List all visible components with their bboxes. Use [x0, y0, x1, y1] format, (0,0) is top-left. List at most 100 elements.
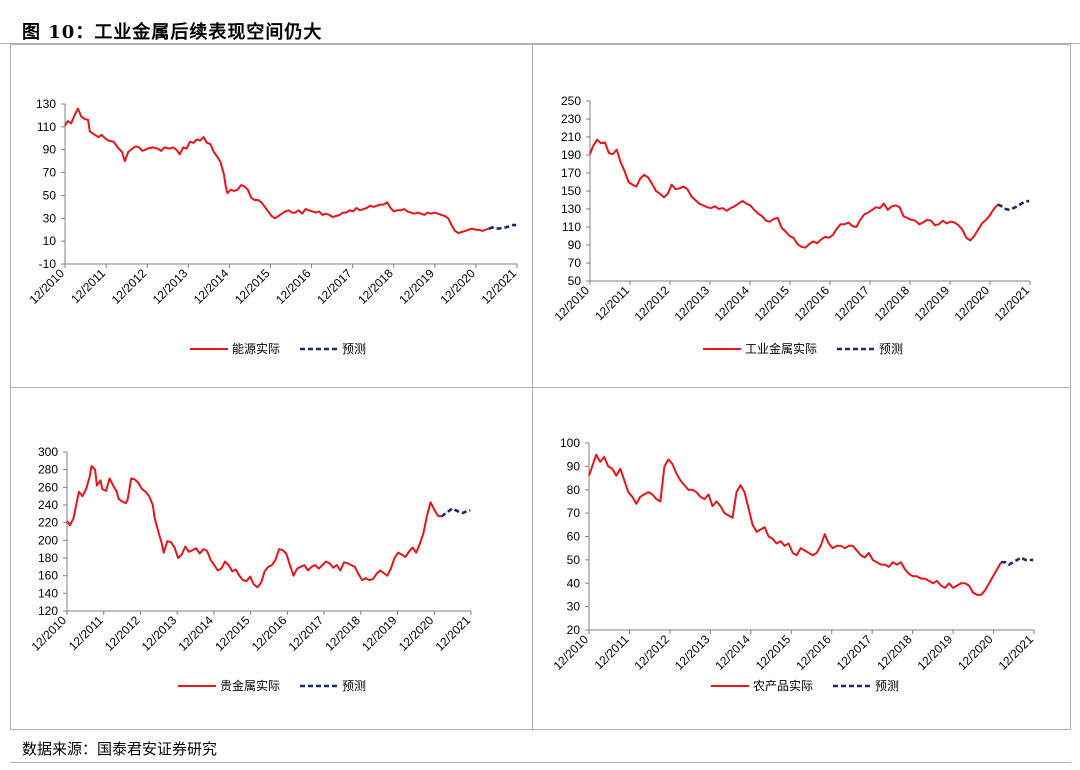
x-tick-label: 12/2017: [314, 266, 355, 307]
source-note: 数据来源：国泰君安证券研究: [22, 740, 218, 758]
forecast-series-line: [997, 199, 1030, 212]
legend-label-forecast: 预测: [342, 679, 366, 693]
y-tick-label: 250: [561, 94, 581, 108]
y-tick-label: 170: [561, 166, 581, 180]
grid-horizontal-divider: [10, 387, 1071, 388]
y-tick-label: 100: [560, 436, 580, 450]
y-tick-label: 130: [36, 97, 56, 111]
x-tick-label: 12/2012: [109, 266, 150, 307]
x-tick-label: 12/2017: [834, 632, 875, 673]
y-tick-label: 120: [38, 604, 58, 618]
y-tick-label: 160: [38, 569, 58, 583]
x-tick-label: 12/2019: [396, 266, 437, 307]
x-tick-label: 12/2014: [175, 613, 216, 654]
forecast-series-line: [488, 223, 517, 230]
x-tick-label: 12/2016: [793, 632, 834, 673]
legend-label-actual: 贵金属实际: [220, 678, 280, 693]
x-tick-label: 12/2020: [437, 266, 478, 307]
y-tick-label: 50: [568, 274, 582, 288]
x-tick-label: 12/2013: [139, 613, 180, 654]
legend-label-actual: 农产品实际: [753, 678, 813, 693]
x-tick-label: 12/2021: [992, 283, 1033, 324]
x-tick-label: 12/2013: [672, 283, 713, 324]
x-tick-label: 12/2018: [355, 266, 396, 307]
x-tick-label: 12/2014: [712, 632, 753, 673]
legend-label-actual: 工业金属实际: [745, 341, 817, 356]
x-tick-label: 12/2011: [592, 632, 632, 672]
y-tick-label: -10: [39, 257, 57, 271]
x-tick-label: 12/2017: [832, 283, 873, 324]
y-tick-label: 60: [567, 530, 581, 544]
x-tick-label: 12/2018: [872, 283, 913, 324]
precious-metals-chart: 120 140 160 180 200 220 240 260 280 300 12/2010 12/…: [10, 388, 532, 730]
y-tick-label: 220: [38, 516, 58, 530]
x-tick-label: 12/2010: [551, 632, 592, 673]
y-tick-label: 210: [561, 130, 581, 144]
y-tick-label: 50: [43, 188, 57, 202]
energy-chart: -10 10 30 50 70 90 110 130 12/2010 12/2011 12/2012…: [10, 44, 532, 387]
x-tick-label: 12/2013: [150, 266, 191, 307]
x-tick-label: 12/2012: [631, 632, 672, 673]
y-tick-label: 90: [567, 459, 581, 473]
y-tick-label: 20: [567, 623, 581, 637]
x-tick-label: 12/2019: [915, 632, 956, 673]
y-tick-label: 150: [561, 184, 581, 198]
legend-label-forecast: 预测: [342, 342, 366, 356]
y-tick-label: 70: [567, 506, 581, 520]
x-tick-label: 12/2015: [212, 613, 253, 654]
y-tick-label: 140: [38, 586, 58, 600]
x-tick-label: 12/2014: [712, 283, 753, 324]
x-tick-label: 12/2010: [29, 613, 70, 654]
x-tick-label: 12/2012: [102, 613, 143, 654]
y-tick-label: 70: [568, 256, 582, 270]
x-tick-label: 12/2019: [359, 613, 400, 654]
x-tick-label: 12/2021: [479, 266, 520, 307]
y-tick-label: 30: [43, 211, 57, 225]
y-tick-label: 90: [568, 238, 582, 252]
x-tick-label: 12/2020: [396, 613, 437, 654]
x-tick-label: 12/2016: [792, 283, 833, 324]
x-tick-label: 12/2020: [952, 283, 993, 324]
x-tick-label: 12/2015: [753, 632, 794, 673]
y-tick-label: 40: [567, 576, 581, 590]
x-tick-label: 12/2014: [191, 266, 232, 307]
y-tick-label: 130: [561, 202, 581, 216]
x-tick-label: 12/2019: [912, 283, 953, 324]
y-tick-label: 200: [38, 533, 58, 547]
y-tick-label: 240: [38, 498, 58, 512]
chart-svg: 12014016018020022024026028030012/201012/…: [29, 445, 474, 693]
x-tick-label: 12/2011: [592, 283, 632, 323]
y-tick-label: 260: [38, 480, 58, 494]
y-tick-label: 300: [38, 445, 58, 459]
y-tick-label: 280: [38, 463, 58, 477]
x-tick-label: 12/2021: [433, 613, 474, 654]
industrial-metals-chart: 50 70 90 110 130 150 170 190 210 230 250 12/2010 12/…: [533, 44, 1071, 387]
y-tick-label: 50: [567, 553, 581, 567]
y-tick-label: 230: [561, 112, 581, 126]
agriculture-chart: 20 30 40 50 60 70 80 90 100 12/2010 12/2011 12/2012…: [533, 388, 1071, 730]
x-tick-label: 12/2018: [322, 613, 363, 654]
chart-svg: 20 30 40 50 60 70 80 90 100 12/2010 12/2011 12/2012…: [551, 436, 1037, 693]
y-tick-label: 10: [43, 234, 57, 248]
forecast-series-line: [440, 507, 471, 518]
x-tick-label: 12/2017: [286, 613, 327, 654]
y-tick-label: 70: [43, 166, 57, 180]
x-tick-label: 12/2012: [632, 283, 673, 324]
x-tick-label: 12/2010: [552, 283, 593, 324]
actual-series-line: [66, 465, 442, 589]
x-tick-label: 12/2011: [68, 266, 108, 306]
actual-series-line: [588, 453, 1002, 596]
actual-series-line: [64, 107, 490, 235]
y-tick-label: 90: [43, 143, 57, 157]
x-tick-label: 12/2016: [273, 266, 314, 307]
x-tick-label: 12/2011: [66, 613, 106, 653]
y-tick-label: 110: [37, 120, 56, 134]
legend-label-actual: 能源实际: [232, 341, 280, 356]
y-tick-label: 190: [561, 148, 581, 162]
y-tick-label: 30: [567, 600, 581, 614]
x-tick-label: 12/2010: [27, 266, 68, 307]
chart-svg: -10 10 30 50 70 90 110 130 12/2010 12/2011 12/2012…: [27, 97, 520, 356]
bottom-rule: [10, 762, 1071, 763]
x-tick-label: 12/2015: [232, 266, 273, 307]
